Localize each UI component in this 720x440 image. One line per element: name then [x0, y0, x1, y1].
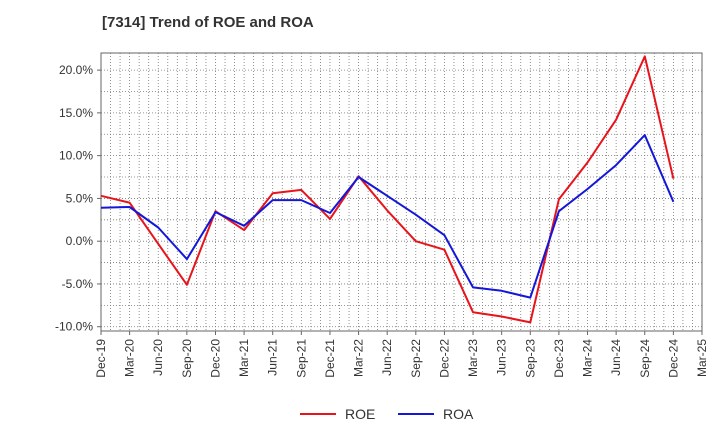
x-tick-label: Dec-24: [666, 339, 680, 378]
x-tick-label: Dec-22: [437, 339, 451, 378]
x-tick-label: Mar-25: [695, 339, 709, 377]
x-tick-label: Sep-22: [409, 339, 423, 378]
x-tick-label: Sep-23: [523, 339, 537, 378]
x-tick-label: Mar-20: [123, 339, 137, 377]
y-tick-label: 20.0%: [59, 63, 93, 77]
y-tick-label: 10.0%: [59, 149, 93, 163]
x-tick-label: Sep-21: [294, 339, 308, 378]
x-tick-label: Dec-21: [323, 339, 337, 378]
x-tick-label: Jun-20: [151, 339, 165, 376]
x-tick-label: Dec-23: [552, 339, 566, 378]
series-line-roe: [100, 55, 675, 324]
axis-layer: 20.0% 15.0% 10.0% 5.0% 0.0% -5.0% -10.0%Dec-19…: [55, 52, 709, 378]
plot-frame: [100, 52, 703, 332]
x-tick-label: Sep-20: [180, 339, 194, 378]
legend-label-roa: ROA: [443, 406, 474, 422]
x-tick-label: Jun-23: [495, 339, 509, 376]
plot-area: [101, 53, 702, 331]
x-tick-label: Jun-24: [609, 339, 623, 376]
x-tick-label: Mar-21: [237, 339, 251, 377]
series-layer: [100, 55, 675, 324]
x-tick-label: Jun-22: [380, 339, 394, 376]
chart-title: [7314] Trend of ROE and ROA: [102, 14, 314, 31]
x-tick-label: Jun-21: [266, 339, 280, 376]
x-tick-label: Dec-20: [208, 339, 222, 378]
y-tick-label: 5.0%: [66, 191, 94, 205]
series-line-roa: [100, 134, 675, 299]
x-tick-label: Mar-24: [581, 339, 595, 377]
legend-label-roe: ROE: [345, 406, 375, 422]
legend: ROE ROA: [300, 406, 474, 422]
x-tick-label: Mar-22: [352, 339, 366, 377]
y-tick-label: 15.0%: [59, 106, 93, 120]
x-tick-label: Mar-23: [466, 339, 480, 377]
y-tick-label: 0.0%: [66, 234, 94, 248]
y-tick-label: -5.0%: [62, 277, 94, 291]
grid-layer: [100, 53, 703, 331]
x-tick-label: Sep-24: [638, 339, 652, 378]
x-tick-label: Dec-19: [94, 339, 108, 378]
y-tick-label: -10.0%: [55, 320, 93, 334]
